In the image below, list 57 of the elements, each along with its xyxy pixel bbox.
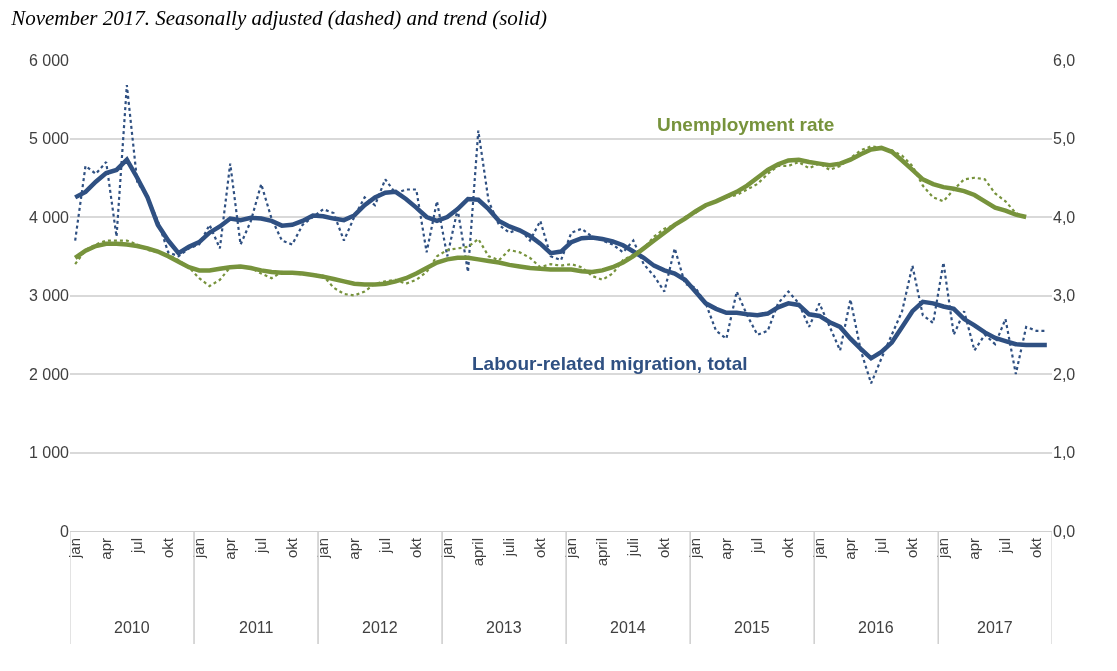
x-tick-label: april [469, 538, 487, 567]
x-tick-label: okt [407, 537, 425, 559]
text: 2016 [858, 619, 894, 636]
text: 2015 [734, 619, 770, 636]
text: Labour-related migration, total [472, 353, 748, 374]
y-tick-label: 6 000 [28, 51, 70, 69]
text: 2014 [610, 619, 646, 636]
x-tick-label: okt [655, 537, 673, 559]
x-tick-label: apr [97, 538, 115, 560]
x-tick-label: jul [872, 538, 890, 555]
y2-tick-label: 2,0 [1053, 365, 1076, 383]
text: 2017 [977, 619, 1013, 636]
x-tick-label: juli [500, 538, 518, 558]
x-tick-label: jul [996, 538, 1014, 555]
x-tick-label: jul [252, 538, 270, 555]
x-tick-label: okt [159, 537, 177, 559]
x-tick-label: okt [903, 537, 921, 559]
x-tick-label: okt [283, 537, 301, 559]
x-tick-label: jul [376, 538, 394, 555]
text: 2011 [239, 619, 274, 636]
series-label: Unemployment rate [657, 114, 835, 135]
y-tick-label: 0 [60, 522, 70, 540]
x-tick-label: jan [190, 538, 208, 560]
y2-tick-label: 0,0 [1053, 522, 1076, 540]
x-tick-label: jan [934, 538, 952, 560]
chart-title: November 2017. Seasonally adjusted (dashed) and trend (solid) [10, 5, 547, 30]
x-tick-label: okt [531, 537, 549, 559]
y-tick-label: 2 000 [28, 365, 70, 383]
text: 2012 [362, 619, 398, 636]
x-tick-label: jan [66, 538, 84, 560]
y-tick-label: 1 000 [28, 444, 70, 462]
x-tick-label: jul [128, 538, 146, 555]
y2-tick-label: 4,0 [1053, 208, 1076, 226]
y-tick-label: 3 000 [28, 287, 70, 305]
y2-tick-label: 5,0 [1053, 130, 1076, 148]
x-tick-label: jan [686, 538, 704, 560]
x-tick-label: jan [810, 538, 828, 560]
x-tick-label: apr [345, 538, 363, 560]
y-tick-label: 4 000 [28, 208, 70, 226]
text: 2013 [486, 619, 522, 636]
y2-tick-label: 6,0 [1053, 51, 1076, 69]
x-tick-label: april [593, 538, 611, 567]
x-tick-label: apr [841, 538, 859, 560]
x-tick-label: jan [314, 538, 332, 560]
x-tick-label: jan [438, 538, 456, 560]
y2-tick-label: 3,0 [1053, 287, 1076, 305]
y2-tick-label: 1,0 [1053, 444, 1076, 462]
y-tick-label: 5 000 [28, 130, 70, 148]
x-tick-label: apr [221, 538, 239, 560]
x-tick-label: jan [562, 538, 580, 560]
x-tick-label: apr [717, 538, 735, 560]
x-tick-label: apr [965, 538, 983, 560]
x-tick-label: jul [748, 538, 766, 555]
x-tick-label: okt [779, 537, 797, 559]
x-tick-label: juli [624, 538, 642, 558]
text: 2010 [114, 619, 150, 636]
x-tick-label: okt [1027, 537, 1045, 559]
